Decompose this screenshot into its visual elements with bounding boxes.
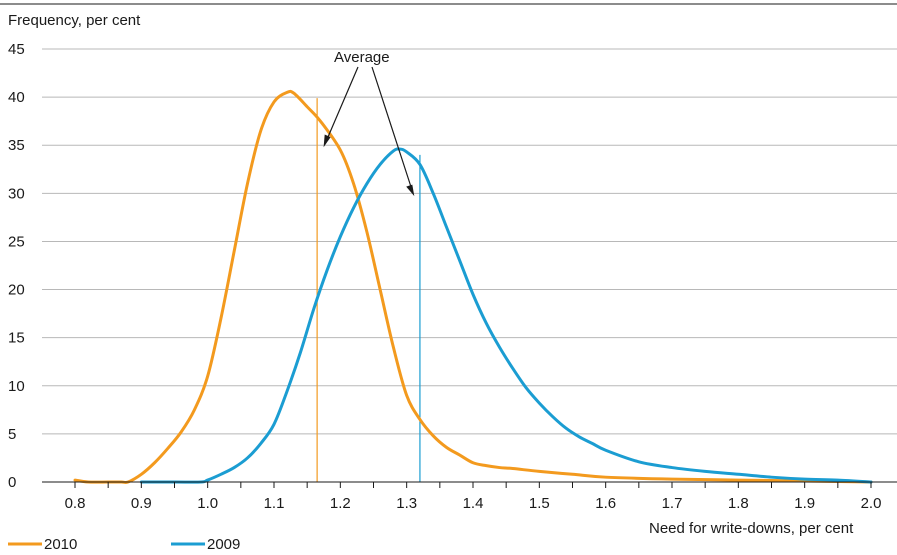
y-tick-label-40: 40 xyxy=(8,89,25,106)
average-arrowhead-2010 xyxy=(323,134,331,148)
x-tick-label-1.4: 1.4 xyxy=(463,495,484,512)
y-tick-label-15: 15 xyxy=(8,330,25,347)
x-tick-label-0.8: 0.8 xyxy=(65,495,86,512)
y-axis-label: Frequency, per cent xyxy=(8,12,141,29)
grid-layer xyxy=(42,48,897,435)
average-arrow-2010 xyxy=(324,66,359,145)
average-annotation: Average xyxy=(323,49,415,197)
x-tick-label-0.9: 0.9 xyxy=(131,495,152,512)
average-annotation-label: Average xyxy=(334,49,390,66)
x-axis-label: Need for write-downs, per cent xyxy=(649,520,854,537)
axis-layer: 0 5 10 15 20 25 30 35 40 45 0.8 0.9 1.0 1.1 1.2 1.3 1.4 1… xyxy=(8,41,897,512)
y-tick-label-20: 20 xyxy=(8,282,25,299)
y-tick-label-45: 45 xyxy=(8,41,25,58)
y-tick-label-0: 0 xyxy=(8,474,16,491)
x-tick-label-1.3: 1.3 xyxy=(396,495,417,512)
series-line-2010 xyxy=(73,89,873,485)
legend: 2010 2009 xyxy=(8,536,240,553)
x-tick-label-1.2: 1.2 xyxy=(330,495,351,512)
y-tick-label-10: 10 xyxy=(8,378,25,395)
average-arrow-2009 xyxy=(371,66,414,194)
legend-label-2010: 2010 xyxy=(44,536,77,550)
series-layer xyxy=(73,89,873,485)
y-tick-label-30: 30 xyxy=(8,185,25,202)
y-tick-label-35: 35 xyxy=(8,137,25,154)
x-tick-label-2.0: 2.0 xyxy=(861,495,882,512)
legend-label-2009: 2009 xyxy=(207,536,240,550)
y-tick-label-25: 25 xyxy=(8,233,25,250)
x-tick-label-1.7: 1.7 xyxy=(662,495,683,512)
x-tick-label-1.0: 1.0 xyxy=(197,495,218,512)
series-line-2009 xyxy=(139,147,873,484)
x-tick-label-1.5: 1.5 xyxy=(529,495,550,512)
x-tick-label-1.9: 1.9 xyxy=(794,495,815,512)
x-tick-label-1.6: 1.6 xyxy=(595,495,616,512)
x-tick-label-1.8: 1.8 xyxy=(728,495,749,512)
y-tick-label-5: 5 xyxy=(8,426,16,443)
x-tick-label-1.1: 1.1 xyxy=(264,495,285,512)
average-arrowhead-2009 xyxy=(406,184,415,197)
average-lines-layer xyxy=(316,98,421,482)
